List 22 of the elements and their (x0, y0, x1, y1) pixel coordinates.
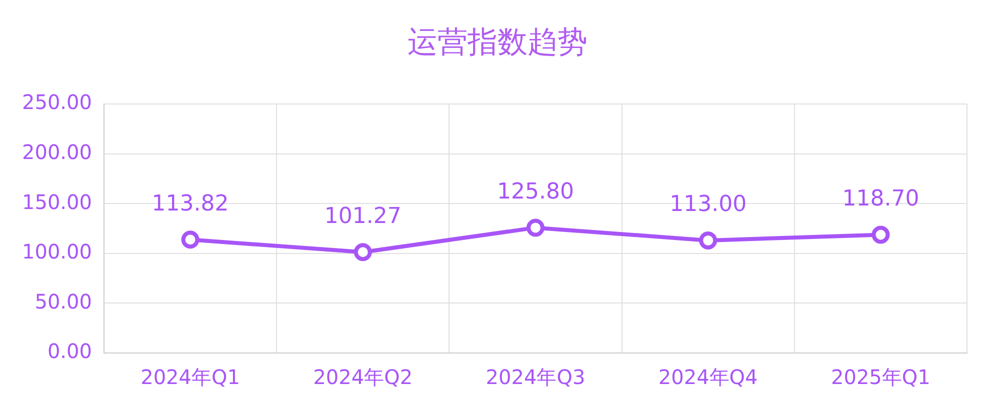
y-tick-label: 100.00 (22, 240, 92, 264)
data-label: 113.00 (670, 192, 747, 218)
point (526, 218, 544, 237)
data-label: 118.70 (842, 186, 920, 212)
y-tick-label: 150.00 (22, 190, 92, 214)
point (181, 230, 200, 249)
x-tick-label: 2024年Q2 (313, 365, 413, 390)
y-tick-label: 0.00 (47, 339, 92, 364)
point (872, 226, 890, 244)
x-tick-label: 2024年Q4 (658, 365, 758, 390)
chart-title: 运营指数趋势 (406, 24, 588, 62)
point (699, 231, 718, 250)
y-tick-label: 250.00 (22, 90, 92, 114)
data-label: 101.27 (324, 204, 402, 229)
y-tick-label: 200.00 (22, 140, 92, 164)
data-label: 113.82 (152, 191, 229, 216)
x-tick-label: 2024年Q1 (140, 365, 240, 390)
data-label: 125.80 (497, 179, 574, 204)
point (354, 243, 372, 262)
y-tick-label: 50.00 (34, 289, 92, 314)
x-tick-label: 2025年Q1 (831, 365, 930, 390)
x-tick-label: 2024年Q3 (486, 365, 586, 390)
